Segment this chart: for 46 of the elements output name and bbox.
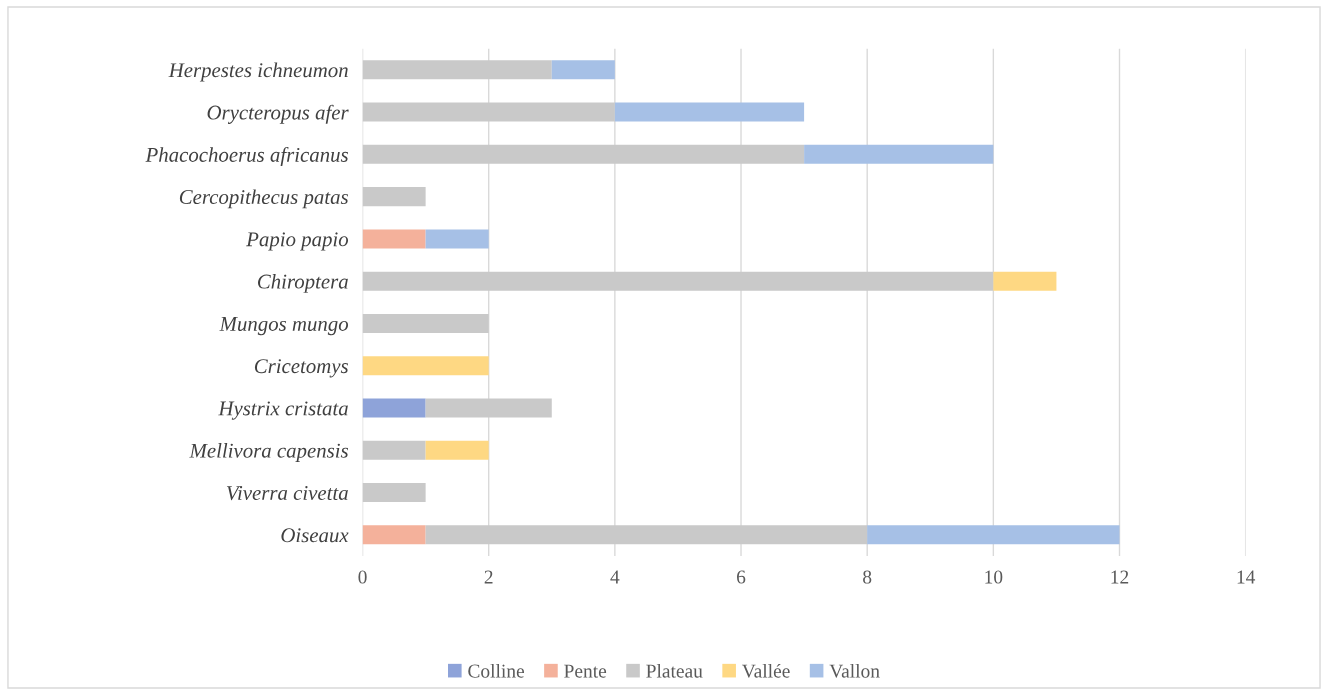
bar bbox=[362, 187, 426, 207]
bar bbox=[362, 102, 615, 122]
bar bbox=[804, 144, 994, 164]
bar bbox=[425, 229, 489, 249]
y-tick-label: Phacochoerus africanus bbox=[145, 147, 349, 167]
x-tick-label: 14 bbox=[1237, 570, 1256, 584]
legend-label: Vallon bbox=[829, 663, 880, 678]
y-tick-label: Oiseaux bbox=[281, 528, 349, 543]
bar bbox=[614, 102, 805, 122]
bar bbox=[362, 229, 426, 249]
bar bbox=[362, 356, 489, 376]
bar bbox=[362, 60, 552, 80]
y-tick-label: Mungos mungo bbox=[219, 317, 349, 336]
y-tick-label: Mellivora capensis bbox=[189, 443, 349, 462]
bar bbox=[362, 440, 426, 460]
bar bbox=[362, 271, 994, 291]
y-tick-label: Hystrix cristata bbox=[218, 401, 348, 420]
bar bbox=[551, 60, 615, 80]
bar bbox=[425, 440, 489, 460]
x-tick-label: 12 bbox=[1111, 570, 1129, 584]
bar bbox=[362, 483, 426, 503]
legend-label: Vallée bbox=[742, 663, 790, 678]
x-tick-label: 8 bbox=[863, 570, 872, 584]
y-tick-label: Chiroptera bbox=[257, 273, 348, 293]
bar bbox=[993, 271, 1057, 291]
x-tick-label: 0 bbox=[358, 570, 367, 584]
legend-label: Pente bbox=[564, 664, 607, 678]
bar bbox=[867, 525, 1120, 545]
bar bbox=[425, 398, 552, 418]
y-tick-label: Cercopithecus patas bbox=[179, 189, 349, 209]
y-tick-label: Herpestes ichneumon bbox=[168, 62, 348, 82]
bar bbox=[362, 313, 489, 333]
legend-label: Plateau bbox=[646, 663, 703, 678]
bar bbox=[362, 398, 426, 418]
y-tick-label: Viverra civetta bbox=[226, 486, 348, 501]
legend-label: Colline bbox=[468, 663, 525, 678]
x-tick-label: 6 bbox=[737, 570, 746, 584]
bar bbox=[362, 525, 426, 545]
y-tick-label: Papio papio bbox=[246, 232, 349, 251]
x-tick-label: 10 bbox=[985, 570, 1003, 584]
x-tick-label: 2 bbox=[484, 570, 493, 584]
bar bbox=[362, 144, 805, 164]
bar bbox=[425, 525, 868, 545]
y-tick-label: Orycteropus afer bbox=[207, 104, 349, 124]
y-tick-label: Cricetomys bbox=[254, 359, 349, 378]
x-tick-label: 4 bbox=[610, 570, 620, 584]
